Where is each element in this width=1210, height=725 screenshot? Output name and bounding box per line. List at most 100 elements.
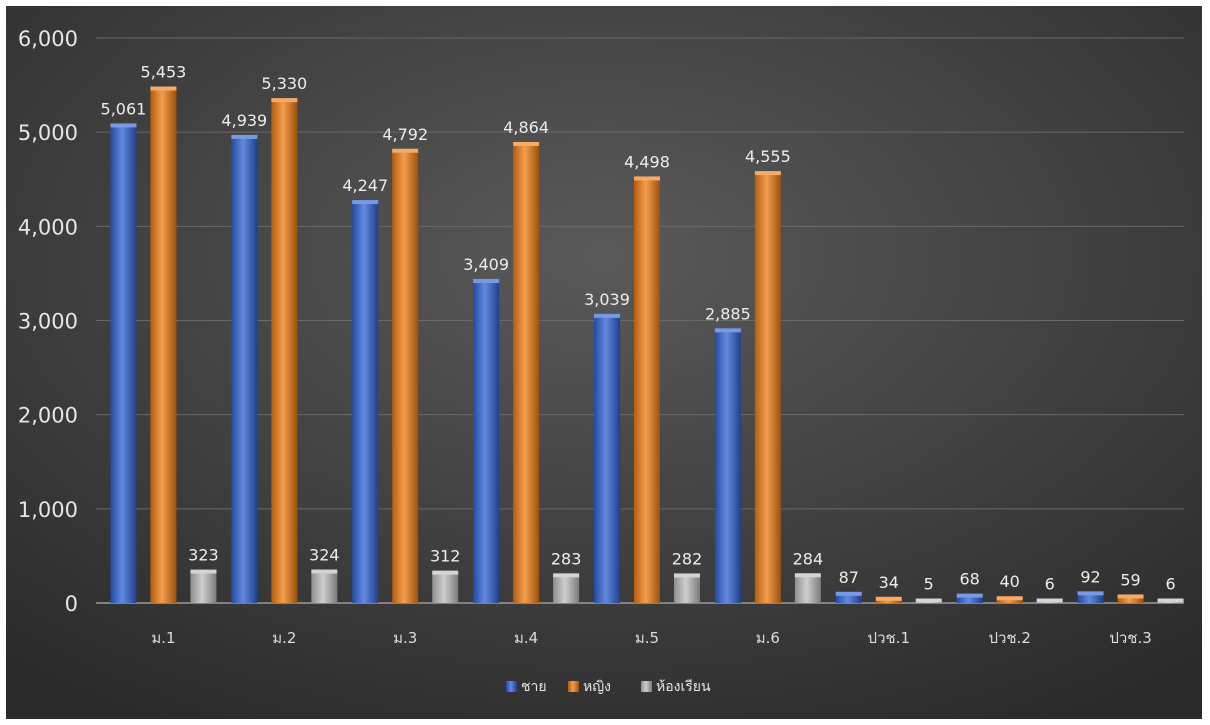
- bar: [1117, 597, 1144, 603]
- bar: [794, 576, 821, 603]
- bar-cap: [956, 593, 983, 598]
- bar-cap: [996, 596, 1023, 601]
- y-tick-label: 3,000: [18, 310, 78, 334]
- bar: [835, 594, 862, 603]
- data-label: 5,453: [141, 63, 187, 82]
- legend-label: ชาย: [521, 679, 547, 695]
- bar-cap: [1036, 598, 1063, 603]
- data-label: 4,939: [221, 111, 267, 130]
- bar-cap: [1117, 594, 1144, 599]
- bar: [150, 89, 177, 604]
- bar-cap: [352, 200, 379, 205]
- bar-cap: [915, 598, 942, 603]
- bars: [110, 86, 1184, 604]
- bar: [311, 572, 338, 603]
- data-label: 40: [999, 572, 1019, 591]
- chart-area: 0 1,000 2,000 3,000 4,000 5,000 6,000 5,061 5,4…: [6, 6, 1202, 719]
- data-label: 324: [309, 545, 340, 564]
- y-axis: 0 1,000 2,000 3,000 4,000 5,000 6,000: [18, 27, 78, 616]
- legend-label: หญิง: [583, 679, 611, 695]
- x-tick-label: ม.1: [151, 629, 175, 647]
- bar: [1077, 594, 1104, 603]
- y-tick-label: 6,000: [18, 27, 78, 51]
- data-label: 284: [793, 549, 824, 568]
- bar: [553, 576, 580, 603]
- bar: [875, 599, 902, 603]
- legend-swatch: [641, 681, 652, 692]
- data-label: 6: [1165, 575, 1175, 594]
- y-tick-label: 1,000: [18, 498, 78, 522]
- bar: [271, 101, 298, 603]
- bar-cap: [835, 591, 862, 596]
- bar-cap: [150, 86, 177, 91]
- data-label: 87: [839, 568, 859, 587]
- bar: [956, 596, 983, 603]
- x-tick-label: ม.3: [393, 629, 417, 647]
- data-label: 323: [188, 546, 219, 565]
- legend-swatch: [568, 681, 579, 692]
- data-label: 3,409: [463, 255, 509, 274]
- data-label: 4,247: [342, 176, 388, 195]
- data-label: 5,330: [261, 74, 307, 93]
- x-axis: ม.1 ม.2 ม.3 ม.4 ม.5 ม.6 ปวช.1 ปวช.2 ปวช.3: [151, 629, 1151, 647]
- bar-cap: [1157, 598, 1184, 603]
- bar-chart: 0 1,000 2,000 3,000 4,000 5,000 6,000 5,061 5,4…: [6, 6, 1202, 719]
- bar: [352, 203, 379, 604]
- x-tick-label: ปวช.2: [988, 629, 1030, 647]
- data-label: 282: [672, 549, 703, 568]
- bar-cap: [674, 573, 700, 578]
- bar-cap: [1077, 591, 1104, 596]
- x-tick-label: ม.5: [635, 629, 659, 647]
- data-labels: 5,061 5,453 323 4,939 5,330 324 4,247 4,792 312 3…: [101, 63, 1176, 594]
- bar-cap: [271, 98, 298, 103]
- bar: [190, 572, 217, 603]
- bar: [513, 144, 540, 603]
- data-label: 4,555: [745, 147, 791, 166]
- bar: [714, 331, 741, 603]
- y-tick-label: 4,000: [18, 215, 78, 239]
- legend: ชาย หญิง ห้องเรียน: [506, 679, 711, 695]
- bar-cap: [714, 328, 741, 333]
- bar-cap: [231, 134, 258, 139]
- data-label: 5,061: [101, 99, 147, 118]
- y-tick-label: 2,000: [18, 404, 78, 428]
- x-tick-label: ปวช.1: [868, 629, 910, 647]
- bar-cap: [634, 176, 660, 181]
- data-label: 4,498: [624, 152, 670, 171]
- data-label: 5: [924, 575, 934, 594]
- bar-cap: [190, 569, 217, 574]
- x-tick-label: ปวช.3: [1109, 629, 1151, 647]
- data-label: 6: [1045, 575, 1055, 594]
- bar: [432, 573, 459, 603]
- bar-cap: [553, 573, 580, 578]
- data-label: 34: [879, 573, 899, 592]
- bar-cap: [432, 570, 459, 575]
- bar: [996, 599, 1023, 603]
- bar-cap: [594, 313, 620, 318]
- bar: [473, 281, 500, 603]
- data-label: 4,864: [503, 118, 549, 137]
- bar: [634, 179, 660, 603]
- data-label: 312: [430, 547, 461, 566]
- x-tick-label: ม.4: [514, 629, 538, 647]
- bar-cap: [392, 148, 419, 153]
- y-tick-label: 0: [65, 592, 78, 616]
- bar: [110, 126, 137, 604]
- bar-cap: [754, 171, 781, 176]
- bar: [754, 174, 781, 603]
- legend-label: ห้องเรียน: [656, 679, 711, 695]
- y-tick-label: 5,000: [18, 121, 78, 145]
- data-label: 68: [959, 570, 979, 589]
- data-label: 283: [551, 549, 582, 568]
- bar-cap: [513, 141, 540, 146]
- bar-cap: [311, 569, 338, 574]
- x-tick-label: ม.2: [272, 629, 296, 647]
- data-label: 3,039: [584, 290, 630, 309]
- bar: [392, 151, 419, 603]
- data-label: 59: [1120, 570, 1140, 589]
- legend-swatch: [506, 681, 517, 692]
- bar-cap: [875, 596, 902, 601]
- bar: [674, 576, 700, 603]
- data-label: 4,792: [382, 125, 428, 144]
- data-label: 2,885: [705, 304, 751, 323]
